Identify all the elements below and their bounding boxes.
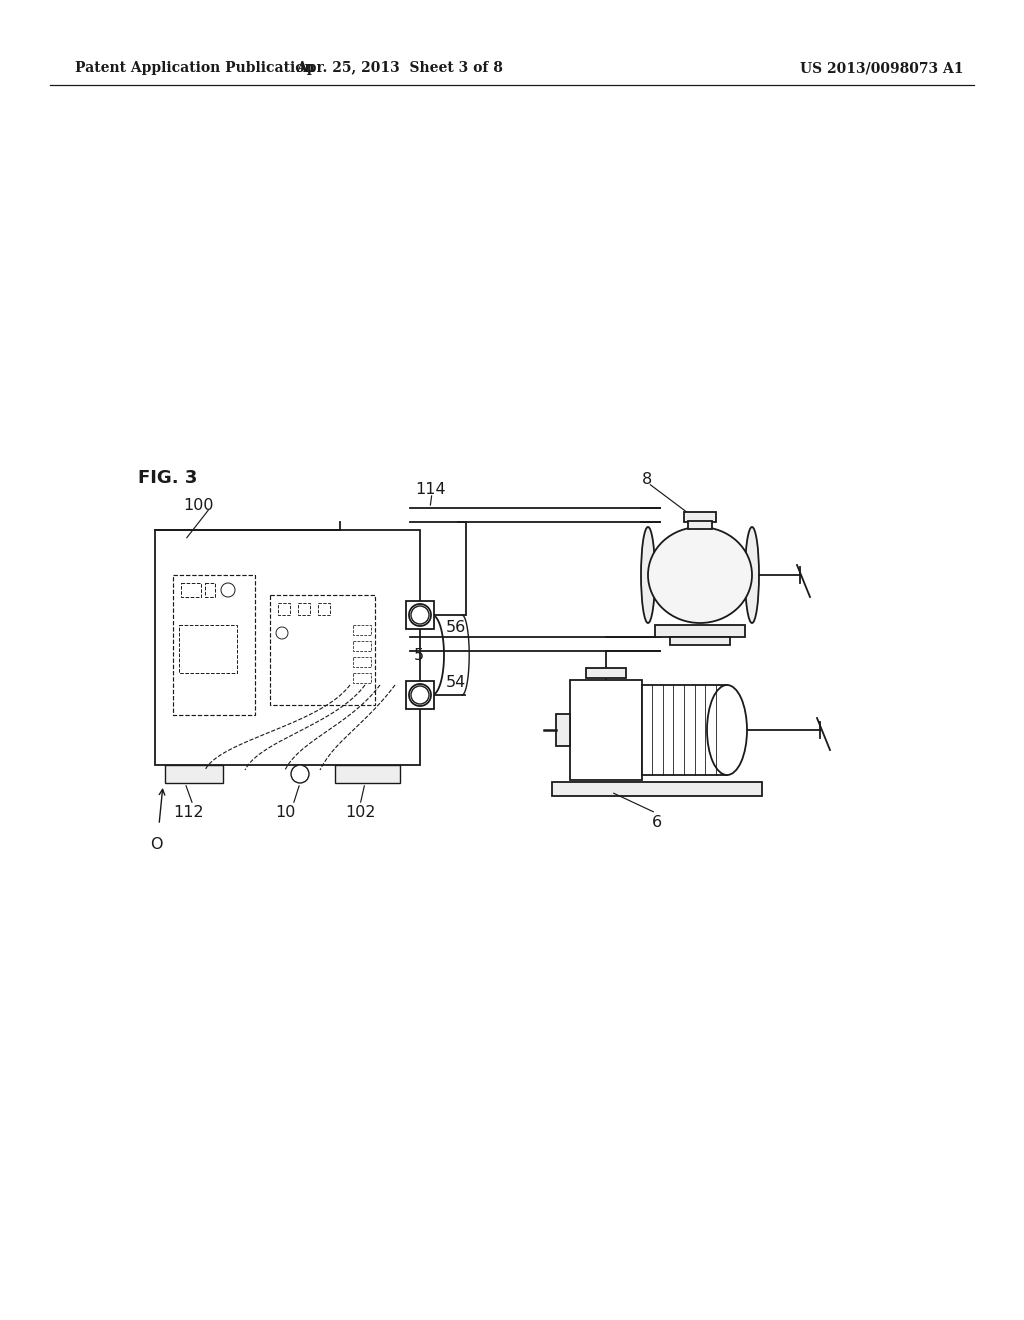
Text: Patent Application Publication: Patent Application Publication bbox=[75, 61, 314, 75]
Text: 10: 10 bbox=[275, 805, 295, 820]
Bar bbox=[278, 603, 290, 615]
Bar bbox=[353, 657, 371, 667]
Circle shape bbox=[411, 686, 429, 704]
Bar bbox=[335, 766, 400, 783]
Bar bbox=[406, 601, 434, 630]
Bar bbox=[155, 531, 420, 766]
Bar bbox=[165, 766, 223, 783]
Text: 54: 54 bbox=[446, 675, 466, 690]
Text: 100: 100 bbox=[183, 498, 213, 512]
Bar bbox=[353, 642, 371, 651]
Text: Apr. 25, 2013  Sheet 3 of 8: Apr. 25, 2013 Sheet 3 of 8 bbox=[297, 61, 504, 75]
Ellipse shape bbox=[745, 527, 759, 623]
Bar bbox=[298, 603, 310, 615]
Circle shape bbox=[409, 605, 431, 626]
Text: 8: 8 bbox=[642, 473, 652, 487]
Bar bbox=[670, 638, 730, 645]
Bar bbox=[181, 583, 201, 597]
Bar bbox=[552, 781, 762, 796]
Text: FIG. 3: FIG. 3 bbox=[138, 469, 198, 487]
Bar bbox=[655, 624, 745, 638]
Bar bbox=[353, 673, 371, 682]
Bar bbox=[556, 714, 570, 746]
Text: 102: 102 bbox=[345, 805, 376, 820]
Bar bbox=[406, 681, 434, 709]
Bar bbox=[570, 680, 642, 780]
Circle shape bbox=[411, 606, 429, 624]
Ellipse shape bbox=[648, 527, 752, 623]
Text: US 2013/0098073 A1: US 2013/0098073 A1 bbox=[800, 61, 964, 75]
Text: 6: 6 bbox=[652, 814, 663, 830]
Ellipse shape bbox=[641, 527, 655, 623]
Bar bbox=[642, 685, 727, 775]
Text: 5: 5 bbox=[414, 648, 424, 663]
Bar bbox=[173, 576, 255, 715]
Bar bbox=[179, 624, 237, 673]
Ellipse shape bbox=[707, 685, 746, 775]
Circle shape bbox=[291, 766, 309, 783]
Bar bbox=[688, 521, 712, 529]
Bar bbox=[353, 624, 371, 635]
Text: O: O bbox=[150, 837, 163, 851]
Bar bbox=[270, 595, 375, 705]
Bar bbox=[205, 583, 215, 597]
Circle shape bbox=[409, 684, 431, 706]
Bar bbox=[586, 668, 626, 678]
Text: 112: 112 bbox=[173, 805, 204, 820]
Bar bbox=[318, 603, 330, 615]
Text: 114: 114 bbox=[415, 483, 445, 498]
Text: 56: 56 bbox=[446, 620, 466, 635]
Bar bbox=[684, 512, 716, 521]
